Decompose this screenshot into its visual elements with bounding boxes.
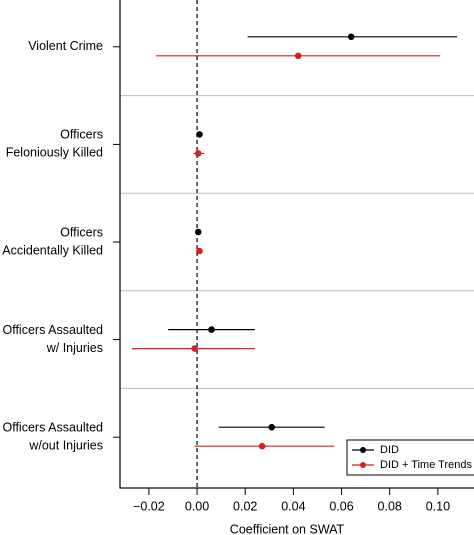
x-tick-label: 0.00 bbox=[185, 499, 209, 513]
y-tick-label: Officers Assaulted bbox=[2, 420, 103, 434]
x-tick-label: 0.06 bbox=[329, 499, 353, 513]
y-tick-label: w/ Injuries bbox=[46, 341, 103, 355]
x-axis-title: Coefficient on SWAT bbox=[230, 522, 345, 535]
point bbox=[196, 247, 203, 255]
legend-box bbox=[346, 439, 474, 476]
x-tick-label: 0.02 bbox=[233, 499, 257, 513]
point bbox=[191, 345, 198, 352]
y-tick-label: Feloniously Killed bbox=[6, 146, 103, 160]
point bbox=[196, 131, 203, 138]
plot-frame bbox=[119, 0, 474, 489]
point bbox=[294, 52, 302, 60]
legend-marker bbox=[360, 462, 366, 468]
y-tick-label: Accidentally Killed bbox=[2, 243, 103, 257]
x-tick-label: −0.02 bbox=[133, 499, 165, 513]
y-tick-label: Violent Crime bbox=[28, 39, 103, 53]
x-tick-label: 0.04 bbox=[281, 499, 305, 513]
point bbox=[258, 442, 266, 450]
point bbox=[194, 150, 202, 157]
point bbox=[208, 326, 215, 333]
legend-label: DID + Time Trends bbox=[380, 459, 473, 471]
x-tick-label: 0.08 bbox=[378, 499, 402, 513]
y-tick-label: Officers bbox=[60, 225, 103, 239]
legend-label: DID bbox=[380, 444, 399, 456]
legend-marker bbox=[360, 447, 366, 453]
point bbox=[268, 423, 276, 431]
x-tick-label: 0.10 bbox=[426, 499, 450, 513]
point bbox=[347, 33, 355, 41]
y-tick-label: Officers Assaulted bbox=[2, 323, 103, 337]
y-tick-label: w/out Injuries bbox=[28, 438, 103, 452]
y-tick-label: Officers bbox=[60, 128, 103, 142]
point bbox=[194, 228, 202, 236]
